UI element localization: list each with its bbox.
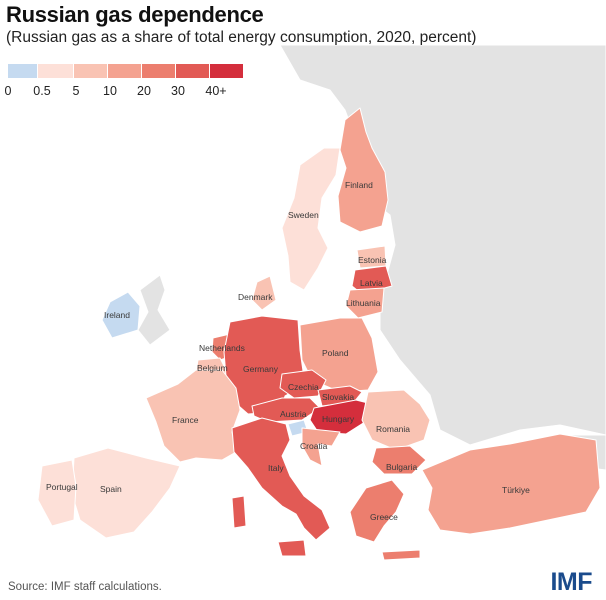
legend-label: 40+ <box>205 84 227 98</box>
legend-swatch <box>38 64 74 78</box>
country-labels: Finland Sweden Estonia Latvia Lithuania … <box>46 180 530 522</box>
chart-subtitle: (Russian gas as a share of total energy … <box>6 29 477 46</box>
europe-map: Finland Sweden Estonia Latvia Lithuania … <box>37 45 606 561</box>
legend-label: 10 <box>103 84 117 98</box>
label-bulgaria: Bulgaria <box>386 462 417 472</box>
legend-swatch <box>8 64 38 78</box>
country-bulgaria <box>371 445 427 475</box>
label-lithuania: Lithuania <box>346 298 381 308</box>
legend-swatch <box>142 64 176 78</box>
country-greece <box>349 479 405 543</box>
country-hungary <box>309 399 373 435</box>
country-spain <box>71 447 181 539</box>
legend-labels: 0 0.5 5 10 20 30 40+ <box>4 84 244 104</box>
imf-logo: IMF <box>550 568 592 596</box>
legend-label: 0.5 <box>33 84 51 98</box>
label-croatia: Croatia <box>300 441 328 451</box>
label-sweden: Sweden <box>288 210 319 220</box>
label-france: France <box>172 415 199 425</box>
legend-swatch <box>74 64 108 78</box>
label-germany: Germany <box>243 364 279 374</box>
country-shapes <box>37 107 601 561</box>
color-legend: 0 0.5 5 10 20 30 40+ <box>4 64 244 104</box>
label-poland: Poland <box>322 348 349 358</box>
label-italy: Italy <box>268 463 284 473</box>
label-latvia: Latvia <box>360 278 383 288</box>
label-ireland: Ireland <box>104 310 130 320</box>
label-austria: Austria <box>280 409 307 419</box>
label-belgium: Belgium <box>197 363 228 373</box>
label-spain: Spain <box>100 484 122 494</box>
label-czechia: Czechia <box>288 382 319 392</box>
country-romania <box>361 389 431 451</box>
label-netherlands: Netherlands <box>199 343 245 353</box>
label-greece: Greece <box>370 512 398 522</box>
country-lithuania <box>345 287 385 319</box>
legend-label: 20 <box>137 84 151 98</box>
country-denmark <box>251 275 277 311</box>
chart-title: Russian gas dependence <box>6 2 264 27</box>
country-crete <box>381 549 421 561</box>
legend-label: 30 <box>171 84 185 98</box>
label-romania: Romania <box>376 424 410 434</box>
label-finland: Finland <box>345 180 373 190</box>
legend-label: 5 <box>72 84 80 98</box>
label-portugal: Portugal <box>46 482 78 492</box>
legend-swatch <box>176 64 210 78</box>
label-turkiye: Türkiye <box>502 485 530 495</box>
country-finland <box>337 107 389 233</box>
label-hungary: Hungary <box>322 414 355 424</box>
country-turkiye <box>421 433 601 535</box>
legend-label: 0 <box>4 84 12 98</box>
label-estonia: Estonia <box>358 255 387 265</box>
legend-color-bar <box>8 64 244 78</box>
country-sweden <box>281 147 341 291</box>
country-poland <box>299 317 379 393</box>
source-note: Source: IMF staff calculations. <box>8 581 162 593</box>
country-sicily <box>277 539 307 557</box>
label-slovakia: Slovakia <box>322 392 354 402</box>
country-sardinia <box>231 495 247 529</box>
label-denmark: Denmark <box>238 292 273 302</box>
legend-swatch <box>210 64 244 78</box>
country-ireland <box>101 291 141 339</box>
country-portugal <box>37 459 77 527</box>
country-austria <box>251 397 321 423</box>
country-czechia <box>279 369 327 399</box>
country-italy <box>231 417 331 541</box>
legend-swatch <box>108 64 142 78</box>
country-croatia <box>301 427 341 467</box>
